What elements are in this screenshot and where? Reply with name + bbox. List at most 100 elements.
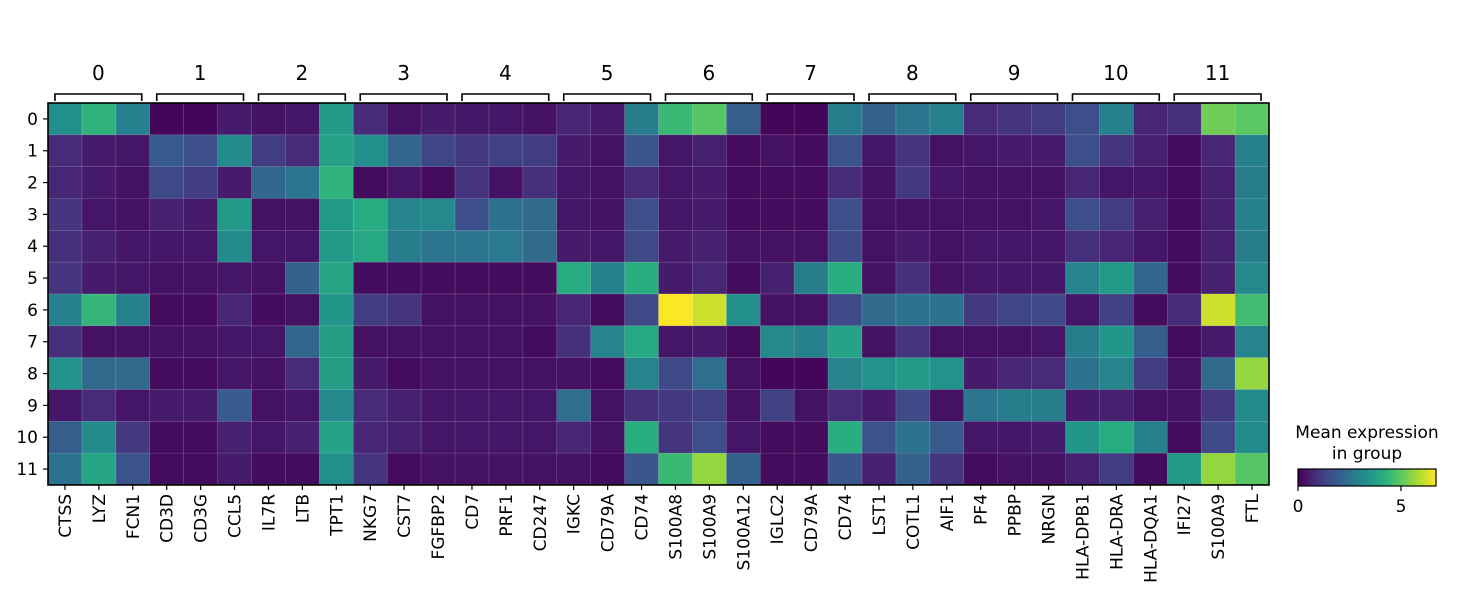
- colorbar-title: Mean expression: [1295, 423, 1438, 443]
- heatmap-cell-3-24: [862, 198, 897, 231]
- heatmap-cell-1-2: [115, 134, 151, 168]
- heatmap-cell-4-3: [149, 230, 185, 263]
- heatmap-cell-8-6: [251, 357, 286, 390]
- heatmap-cell-0-20: [726, 103, 761, 136]
- heatmap-cell-8-29: [1031, 357, 1066, 390]
- group-label-2: 2: [296, 61, 309, 85]
- x-tick-label: IGLC2: [768, 494, 788, 544]
- heatmap-cell-5-11: [421, 262, 456, 295]
- heatmap-cell-11-17: [624, 453, 659, 486]
- heatmap-cell-3-22: [794, 198, 829, 231]
- heatmap-cell-10-15: [556, 421, 592, 454]
- heatmap-cell-3-7: [285, 198, 320, 231]
- heatmap-cell-2-15: [556, 166, 592, 199]
- heatmap-cell-8-14: [522, 357, 558, 390]
- heatmap-cell-8-3: [149, 357, 185, 390]
- heatmap-cell-5-7: [285, 262, 320, 295]
- x-tick-label: AIF1: [938, 494, 958, 531]
- heatmap-cell-5-21: [760, 262, 795, 295]
- heatmap-cell-9-25: [895, 389, 931, 422]
- heatmap-cell-7-17: [624, 325, 659, 359]
- heatmap-cell-3-18: [658, 198, 693, 231]
- heatmap-cell-4-13: [488, 230, 524, 263]
- heatmap-cell-11-33: [1167, 453, 1202, 486]
- y-tick-label: 2: [27, 174, 38, 194]
- heatmap-cell-0-10: [387, 103, 422, 136]
- heatmap-cell-4-22: [794, 230, 829, 263]
- heatmap-cell-4-4: [183, 230, 218, 263]
- heatmap-cell-1-1: [81, 134, 117, 168]
- heatmap-cell-8-7: [285, 357, 320, 390]
- heatmap-cell-2-5: [217, 166, 252, 199]
- heatmap-cell-11-22: [794, 453, 829, 486]
- heatmap-cell-6-18: [658, 293, 693, 327]
- heatmap-cell-6-23: [828, 293, 863, 327]
- heatmap-cell-6-4: [183, 293, 218, 327]
- heatmap-cell-3-28: [997, 198, 1032, 231]
- heatmap-cell-6-32: [1133, 293, 1168, 327]
- heatmap-cell-7-27: [963, 325, 999, 359]
- heatmap-cell-4-32: [1133, 230, 1168, 263]
- heatmap-cell-9-6: [251, 389, 286, 422]
- x-tick-label: CD79A: [802, 494, 822, 553]
- heatmap-cell-9-3: [149, 389, 185, 422]
- heatmap-cell-7-22: [794, 325, 829, 359]
- x-tick-label: HLA-DQA1: [1141, 494, 1161, 583]
- heatmap-cell-2-21: [760, 166, 795, 199]
- heatmap-cell-11-28: [997, 453, 1032, 486]
- heatmap-cell-4-25: [895, 230, 931, 263]
- heatmap-cell-6-19: [692, 293, 727, 327]
- group-bracket-11: [1173, 93, 1262, 101]
- heatmap-cell-6-8: [319, 293, 354, 327]
- heatmap-cell-4-17: [624, 230, 659, 263]
- heatmap-cell-5-1: [81, 262, 117, 295]
- heatmap-cell-2-18: [658, 166, 693, 199]
- heatmap-cell-8-5: [217, 357, 252, 390]
- heatmap-cell-9-23: [828, 389, 863, 422]
- heatmap-cell-5-9: [353, 262, 388, 295]
- heatmap-cell-2-8: [319, 166, 354, 199]
- heatmap-cell-2-11: [421, 166, 456, 199]
- heatmap-cell-9-33: [1167, 389, 1202, 422]
- heatmap-cell-10-19: [692, 421, 727, 454]
- heatmap-cell-1-10: [387, 134, 422, 168]
- heatmap-cell-9-17: [624, 389, 659, 422]
- heatmap-cell-9-2: [115, 389, 151, 422]
- heatmap-cell-1-19: [692, 134, 727, 168]
- group-brackets: 0 1 2 3 4 5 6 7 8 9 10 11: [54, 61, 1262, 101]
- heatmap-cell-10-25: [895, 421, 931, 454]
- heatmap-cell-7-12: [455, 325, 490, 359]
- heatmap-cell-10-4: [183, 421, 218, 454]
- y-tick-label: 11: [16, 460, 38, 480]
- heatmap-cell-3-25: [895, 198, 931, 231]
- heatmap-cell-2-3: [149, 166, 185, 199]
- y-tick-label: 7: [27, 333, 38, 353]
- heatmap-cell-3-4: [183, 198, 218, 231]
- heatmap-cell-2-29: [1031, 166, 1066, 199]
- heatmap-cell-2-2: [115, 166, 151, 199]
- heatmap-cell-9-19: [692, 389, 727, 422]
- heatmap-cell-0-5: [217, 103, 252, 136]
- heatmap-cell-5-4: [183, 262, 218, 295]
- heatmap-cell-7-28: [997, 325, 1032, 359]
- heatmap-cell-9-15: [556, 389, 592, 422]
- heatmap-cell-1-4: [183, 134, 218, 168]
- heatmap-cell-11-23: [828, 453, 863, 486]
- heatmap-cell-2-16: [590, 166, 625, 199]
- heatmap-cell-6-25: [895, 293, 931, 327]
- heatmap-cell-11-25: [895, 453, 931, 486]
- heatmap-cell-5-13: [488, 262, 524, 295]
- heatmap-cell-4-5: [217, 230, 252, 263]
- heatmap-cell-5-28: [997, 262, 1032, 295]
- x-tick-label: NKG7: [361, 494, 381, 542]
- heatmap-cell-7-20: [726, 325, 761, 359]
- heatmap-cell-6-3: [149, 293, 185, 327]
- heatmap-cell-10-21: [760, 421, 795, 454]
- heatmap-cell-7-26: [929, 325, 965, 359]
- heatmap-cell-3-3: [149, 198, 185, 231]
- heatmap-cell-4-26: [929, 230, 965, 263]
- heatmap-cell-5-22: [794, 262, 829, 295]
- heatmap-cell-0-30: [1065, 103, 1100, 136]
- heatmap-cell-4-7: [285, 230, 320, 263]
